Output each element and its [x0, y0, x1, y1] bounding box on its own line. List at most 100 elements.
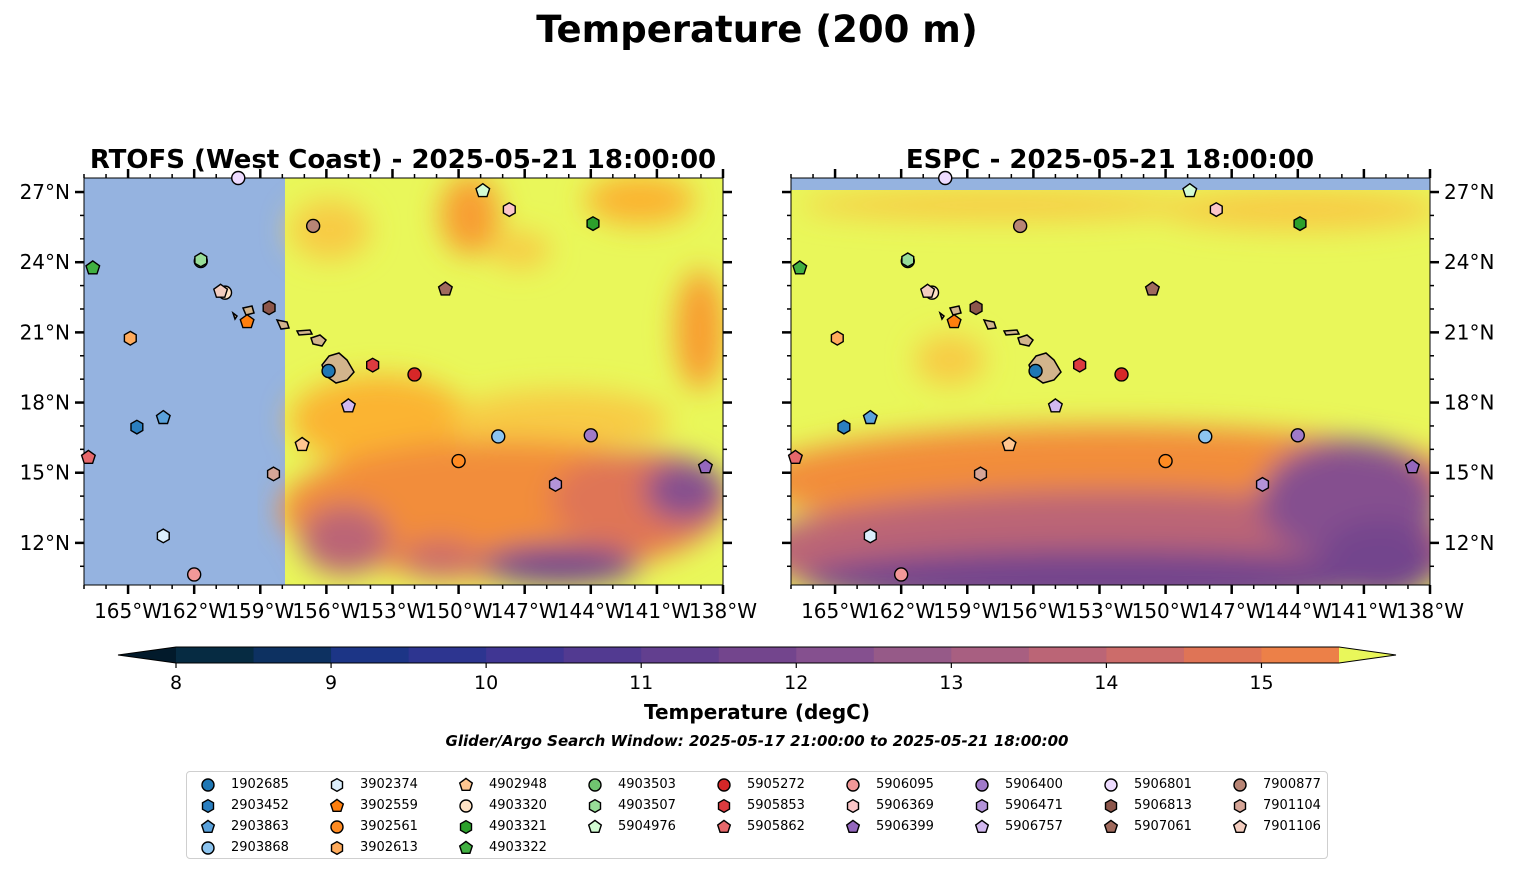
- float-marker-4902948: [1001, 436, 1017, 452]
- float-marker-7901106: [212, 283, 229, 298]
- y-tick-label: 27°N: [20, 180, 70, 204]
- legend-label: 5906801: [1134, 777, 1192, 792]
- y-tick-label: 15°N: [1444, 461, 1494, 485]
- legend-marker: [975, 798, 989, 814]
- legend-marker: [458, 840, 474, 855]
- float-marker-3902561: [1158, 453, 1173, 469]
- float-marker-5906813: [262, 300, 276, 316]
- legend-marker: [459, 819, 473, 835]
- rtofs-panel-title: RTOFS (West Coast) - 2025-05-21 18:00:00: [90, 145, 716, 175]
- float-marker-5905853: [1072, 357, 1087, 373]
- colorbar-bin: [951, 647, 1030, 663]
- y-tick-label: 21°N: [1444, 320, 1494, 344]
- legend-label: 4903322: [489, 840, 547, 855]
- colorbar-bin: [718, 647, 797, 663]
- legend-marker: [330, 777, 344, 793]
- y-tick-label: 27°N: [1444, 180, 1494, 204]
- colorbar-bin: [1261, 647, 1340, 663]
- float-marker-3902613: [123, 330, 137, 346]
- float-marker-5906399: [1404, 458, 1421, 474]
- colorbar-extend-low: [118, 647, 176, 663]
- y-tick-label: 24°N: [1444, 250, 1494, 274]
- legend-label: 2903863: [231, 819, 289, 834]
- legend: 1902685 2903452 2903863 2903868 3902374 39025…: [186, 771, 1328, 859]
- float-marker-3902561: [451, 453, 466, 469]
- legend-marker: [716, 819, 732, 834]
- x-tick-label: 156°W: [292, 599, 360, 623]
- float-marker-4902948: [294, 436, 310, 452]
- y-tick-label: 21°N: [20, 320, 70, 344]
- float-marker-7900877: [1012, 218, 1028, 234]
- colorbar-bin: [641, 647, 720, 663]
- legend-marker: [1233, 798, 1247, 814]
- legend-marker: [588, 778, 602, 792]
- float-marker-4903507: [194, 252, 208, 268]
- float-marker-5906757: [340, 398, 357, 413]
- island-molokai: [295, 329, 314, 336]
- float-marker-5905272: [1114, 367, 1129, 382]
- legend-marker: [717, 778, 731, 792]
- y-tick-label: 15°N: [20, 461, 70, 485]
- legend-label: 5905853: [747, 798, 805, 813]
- x-tick-label: 162°W: [160, 599, 228, 623]
- colorbar-extend-high: [1339, 647, 1396, 663]
- x-tick-label: 165°W: [801, 599, 869, 623]
- search-window-caption: Glider/Argo Search Window: 2025-05-17 21…: [446, 732, 1069, 750]
- x-tick-label: 147°W: [491, 599, 559, 623]
- float-marker-7901104: [973, 466, 988, 482]
- legend-marker: [201, 841, 215, 855]
- legend-label: 5904976: [618, 819, 676, 834]
- colorbar-bin: [253, 647, 332, 663]
- colorbar-bin: [176, 647, 255, 663]
- float-marker-5904976: [475, 182, 491, 198]
- x-tick-label: 138°W: [1396, 599, 1464, 623]
- y-tick-label: 18°N: [1444, 391, 1494, 415]
- legend-marker: [200, 819, 216, 834]
- colorbar-bin: [331, 647, 410, 663]
- colorbar-tick-label: 11: [629, 672, 653, 694]
- legend-label: 2903868: [231, 840, 289, 855]
- float-marker-3902374: [863, 528, 877, 544]
- float-marker-5906399: [697, 458, 714, 474]
- legend-label: 7900877: [1263, 777, 1321, 792]
- legend-label: 4903507: [618, 798, 676, 813]
- float-marker-3902559: [946, 313, 962, 329]
- espc-axes: 165°W162°W159°W156°W153°W150°W147°W144°W…: [782, 169, 1494, 623]
- island-kauai: [241, 305, 255, 316]
- espc-no-data-strip: [791, 178, 1430, 190]
- float-marker-4903322: [792, 260, 808, 275]
- legend-marker: [1104, 778, 1118, 792]
- colorbar-tick-label: 12: [784, 672, 808, 694]
- legend-marker: [846, 778, 860, 792]
- x-tick-label: 138°W: [689, 599, 757, 623]
- float-marker-7901104: [266, 466, 281, 482]
- x-tick-label: 165°W: [94, 599, 162, 623]
- colorbar-tick-label: 15: [1249, 672, 1273, 694]
- float-marker-4903507: [901, 252, 915, 268]
- float-marker-5906813: [969, 300, 983, 316]
- legend-marker: [1233, 778, 1247, 792]
- float-marker-5905862: [787, 449, 804, 464]
- x-tick-label: 141°W: [623, 599, 691, 623]
- float-marker-5907061: [1144, 281, 1161, 296]
- colorbar-bin: [796, 647, 875, 663]
- colorbar-bin: [1028, 647, 1107, 663]
- legend-marker: [459, 799, 473, 813]
- float-marker-5905853: [366, 357, 380, 373]
- float-marker-3902613: [830, 330, 844, 346]
- x-tick-label: 144°W: [1264, 599, 1332, 623]
- float-marker-5906801: [938, 170, 953, 186]
- rtofs-temperature-field: [280, 178, 723, 585]
- legend-marker: [330, 820, 344, 834]
- float-marker-1902685: [1028, 363, 1043, 379]
- colorbar-bin: [408, 647, 487, 663]
- colorbar: 8 9 10 11 12 13 14 15: [117, 646, 1397, 694]
- float-marker-7900877: [305, 218, 321, 234]
- x-tick-label: 156°W: [999, 599, 1067, 623]
- colorbar-bin: [563, 647, 642, 663]
- legend-label: 4903503: [618, 777, 676, 792]
- legend-label: 7901106: [1263, 819, 1321, 834]
- island-maui: [310, 334, 327, 347]
- float-marker-5906369: [502, 201, 516, 218]
